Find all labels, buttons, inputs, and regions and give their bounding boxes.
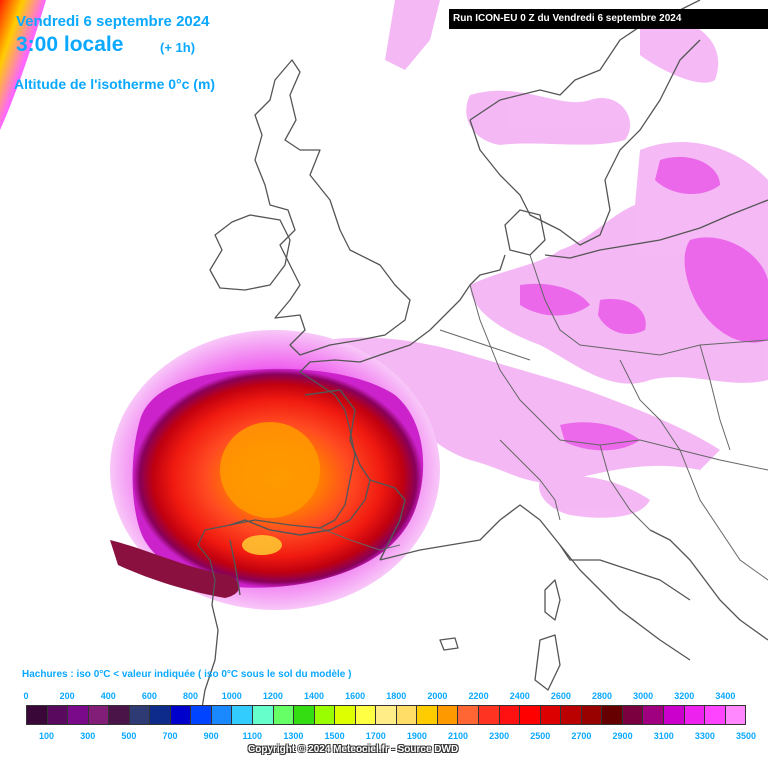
- legend-swatch: [294, 706, 315, 724]
- legend-swatch: [479, 706, 500, 724]
- legend-bottom-label: 2300: [489, 731, 510, 741]
- legend-swatch: [232, 706, 254, 724]
- forecast-date: Vendredi 6 septembre 2024: [16, 13, 210, 30]
- utc-offset: (+ 1h): [160, 40, 196, 55]
- legend-top-label: 400: [100, 691, 116, 701]
- legend-swatch: [643, 706, 664, 724]
- legend-bottom-label: 3300: [694, 731, 715, 741]
- legend-bottom-label: 700: [162, 731, 178, 741]
- color-legend: [26, 705, 746, 725]
- legend-top-label: 600: [141, 691, 157, 701]
- legend-swatch: [417, 706, 438, 724]
- legend-bottom-label: 1100: [242, 731, 263, 741]
- legend-top-label: 200: [59, 691, 75, 701]
- legend-swatch: [622, 706, 644, 724]
- legend-bottom-label: 500: [121, 731, 137, 741]
- legend-swatch: [129, 706, 151, 724]
- legend-swatch: [663, 706, 685, 724]
- legend-top-label: 1400: [303, 691, 325, 701]
- legend-swatch: [520, 706, 541, 724]
- legend-bottom-label: 1700: [365, 731, 386, 741]
- legend-swatch: [705, 706, 726, 724]
- legend-bottom-label: 300: [80, 731, 96, 741]
- legend-swatch: [88, 706, 110, 724]
- legend-bottom-label: 1500: [324, 731, 345, 741]
- legend-top-label: 3000: [633, 691, 654, 701]
- legend-top-label: 2200: [468, 691, 489, 701]
- legend-bottom-label: 2900: [612, 731, 633, 741]
- legend-swatch: [68, 706, 89, 724]
- legend-top-label: 2800: [591, 691, 613, 701]
- legend-swatch: [109, 706, 130, 724]
- legend-bottom-label: 3100: [653, 731, 674, 741]
- legend-top-label: 800: [183, 691, 199, 701]
- model-run-info: Run ICON-EU 0 Z du Vendredi 6 septembre …: [449, 9, 768, 29]
- country-borders: [319, 254, 768, 581]
- legend-top-label: 3200: [674, 691, 695, 701]
- legend-swatch: [191, 706, 212, 724]
- legend-top-label: 3400: [715, 691, 736, 701]
- corner-warm-field: [0, 0, 46, 130]
- legend-top-label: 0: [23, 691, 29, 701]
- legend-swatch: [273, 706, 295, 724]
- legend-bottom-label: 2700: [571, 731, 592, 741]
- orange-center: [220, 422, 320, 518]
- legend-bottom-label: 2500: [530, 731, 551, 741]
- legend-swatch: [725, 706, 746, 724]
- hatching-note: Hachures : iso 0°C < valeur indiquée ( i…: [22, 669, 352, 680]
- legend-bottom-label: 2100: [447, 731, 469, 741]
- legend-swatch: [376, 706, 397, 724]
- legend-bottom-label: 1300: [283, 731, 304, 741]
- legend-top-label: 1800: [386, 691, 407, 701]
- legend-top-label: 2000: [427, 691, 448, 701]
- legend-swatch: [437, 706, 459, 724]
- legend-swatch: [458, 706, 480, 724]
- legend-swatch: [355, 706, 377, 724]
- dark-southwest-band: [110, 540, 240, 598]
- legend-swatch: [581, 706, 603, 724]
- legend-swatch: [396, 706, 418, 724]
- legend-swatch: [540, 706, 562, 724]
- legend-top-label: 2400: [509, 691, 530, 701]
- legend-bottom-label: 900: [203, 731, 219, 741]
- legend-swatch: [170, 706, 192, 724]
- yellow-spot: [242, 535, 282, 555]
- legend-bottom-label: 3500: [735, 731, 757, 741]
- legend-top-label: 2600: [550, 691, 571, 701]
- legend-swatch: [561, 706, 582, 724]
- coastlines: [197, 0, 768, 721]
- legend-top-label: 1200: [262, 691, 283, 701]
- legend-swatch: [684, 706, 706, 724]
- borders-over-warm: [229, 389, 406, 596]
- legend-swatch: [602, 706, 623, 724]
- legend-swatch: [27, 706, 48, 724]
- legend-bottom-label: 1900: [406, 731, 427, 741]
- legend-top-label: 1600: [345, 691, 366, 701]
- legend-swatch: [499, 706, 521, 724]
- forecast-time: 3:00 locale: [16, 33, 124, 56]
- magenta-isotherm-cores: [520, 156, 768, 451]
- legend-swatch: [253, 706, 274, 724]
- legend-top-label: 1000: [221, 691, 242, 701]
- legend-swatch: [335, 706, 356, 724]
- legend-swatch: [314, 706, 336, 724]
- legend-swatch: [150, 706, 171, 724]
- legend-swatch: [47, 706, 69, 724]
- copyright-text: Copyright © 2024 Meteociel.fr - Source D…: [248, 744, 459, 755]
- parameter-title: Altitude de l'isotherme 0°c (m): [14, 76, 216, 92]
- legend-swatch: [211, 706, 233, 724]
- legend-bottom-label: 100: [39, 731, 55, 741]
